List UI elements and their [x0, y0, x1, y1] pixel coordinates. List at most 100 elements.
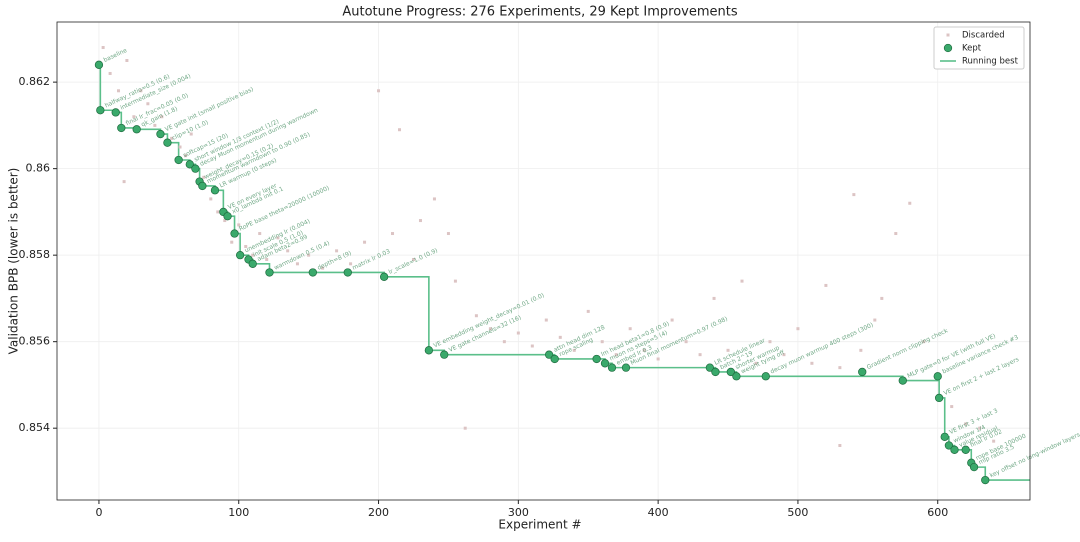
kept-point: [858, 367, 867, 377]
kept-point: [950, 445, 959, 454]
kept-point: [761, 372, 770, 381]
discarded-point: [307, 253, 311, 257]
discarded-point: [712, 296, 716, 300]
discarded-point: [160, 115, 164, 119]
discarded-point: [153, 123, 157, 127]
discarded-point: [670, 318, 674, 322]
kept-point: [969, 462, 979, 472]
kept-point: [163, 138, 172, 147]
discarded-point: [295, 262, 299, 266]
kept-point: [726, 367, 735, 377]
discarded-point: [726, 348, 730, 352]
discarded-point: [992, 439, 996, 443]
x-tick-label: 0: [95, 506, 102, 519]
kept-point: [94, 60, 104, 69]
kept-point: [705, 363, 715, 372]
kept-point: [96, 106, 105, 115]
kept-point: [308, 268, 317, 277]
x-tick-label: 300: [508, 506, 529, 519]
discarded-point: [768, 340, 772, 344]
discarded-point: [754, 361, 758, 365]
discarded-point: [950, 405, 954, 409]
discarded-point: [544, 318, 548, 322]
discarded-point: [922, 340, 926, 344]
kept-point: [732, 372, 741, 381]
legend-label: Discarded: [962, 31, 1005, 41]
discarded-point: [502, 340, 506, 344]
discarded-point: [411, 257, 415, 261]
discarded-point: [189, 132, 193, 136]
discarded-point: [108, 71, 112, 75]
discarded-point: [139, 89, 143, 93]
discarded-point: [474, 314, 478, 318]
y-tick-label: 0.862: [19, 75, 51, 88]
discarded-point: [223, 219, 227, 223]
kept-point: [117, 123, 126, 133]
kept-point: [898, 376, 907, 385]
x-axis-label: Experiment #: [498, 518, 581, 532]
kept-point: [235, 251, 245, 260]
discarded-point: [258, 232, 262, 236]
discarded-point: [184, 154, 188, 158]
discarded-point: [321, 266, 325, 270]
discarded-point: [251, 253, 255, 257]
discarded-point: [117, 89, 121, 93]
kept-point: [210, 186, 220, 195]
discarded-point: [782, 353, 786, 357]
kept-point: [600, 359, 610, 368]
discarded-point: [132, 115, 136, 119]
y-tick-label: 0.86: [26, 162, 51, 175]
discarded-point: [684, 340, 688, 344]
kept-point: [156, 129, 165, 139]
kept-point: [111, 108, 120, 117]
discarded-point: [740, 279, 744, 283]
discarded-point: [216, 210, 220, 214]
y-tick-label: 0.856: [19, 335, 51, 348]
discarded-point: [656, 357, 660, 361]
discarded-point: [398, 128, 402, 132]
discarded-point: [698, 353, 702, 357]
discarded-point: [244, 245, 248, 249]
discarded-point: [614, 353, 618, 357]
kept-point: [265, 268, 274, 277]
discarded-point: [488, 327, 492, 331]
discarded-point: [237, 223, 241, 227]
x-tick-label: 100: [228, 506, 249, 519]
discarded-point: [824, 283, 828, 287]
legend-swatch: [946, 33, 950, 37]
discarded-point: [810, 361, 814, 365]
discarded-point: [873, 318, 877, 322]
x-tick-label: 200: [368, 506, 389, 519]
discarded-point: [453, 279, 457, 283]
kept-point: [607, 363, 617, 372]
legend-box: [933, 26, 1025, 70]
y-tick-label: 0.858: [19, 248, 51, 261]
kept-point: [544, 350, 554, 359]
discarded-point: [122, 180, 126, 184]
x-tick-label: 400: [648, 506, 669, 519]
y-axis-label: Validation BPB (lower is better): [7, 168, 21, 355]
discarded-point: [838, 366, 842, 370]
kept-point: [961, 445, 970, 454]
discarded-point: [349, 262, 353, 266]
kept-point: [981, 475, 990, 485]
kept-point: [944, 441, 954, 450]
kept-point: [933, 372, 942, 381]
kept-point: [934, 393, 944, 403]
discarded-point: [558, 335, 562, 339]
kept-point: [592, 354, 601, 364]
discarded-point: [178, 145, 182, 149]
x-tick-label: 500: [787, 506, 808, 519]
discarded-point: [101, 46, 105, 50]
discarded-point: [146, 102, 150, 106]
discarded-point: [964, 422, 968, 426]
discarded-point: [516, 331, 520, 335]
discarded-point: [600, 340, 604, 344]
discarded-point: [572, 348, 576, 352]
legend-label: Running best: [962, 57, 1019, 67]
kept-point: [248, 259, 257, 268]
kept-point: [132, 125, 141, 134]
discarded-point: [894, 232, 898, 236]
kept-point: [550, 354, 559, 364]
